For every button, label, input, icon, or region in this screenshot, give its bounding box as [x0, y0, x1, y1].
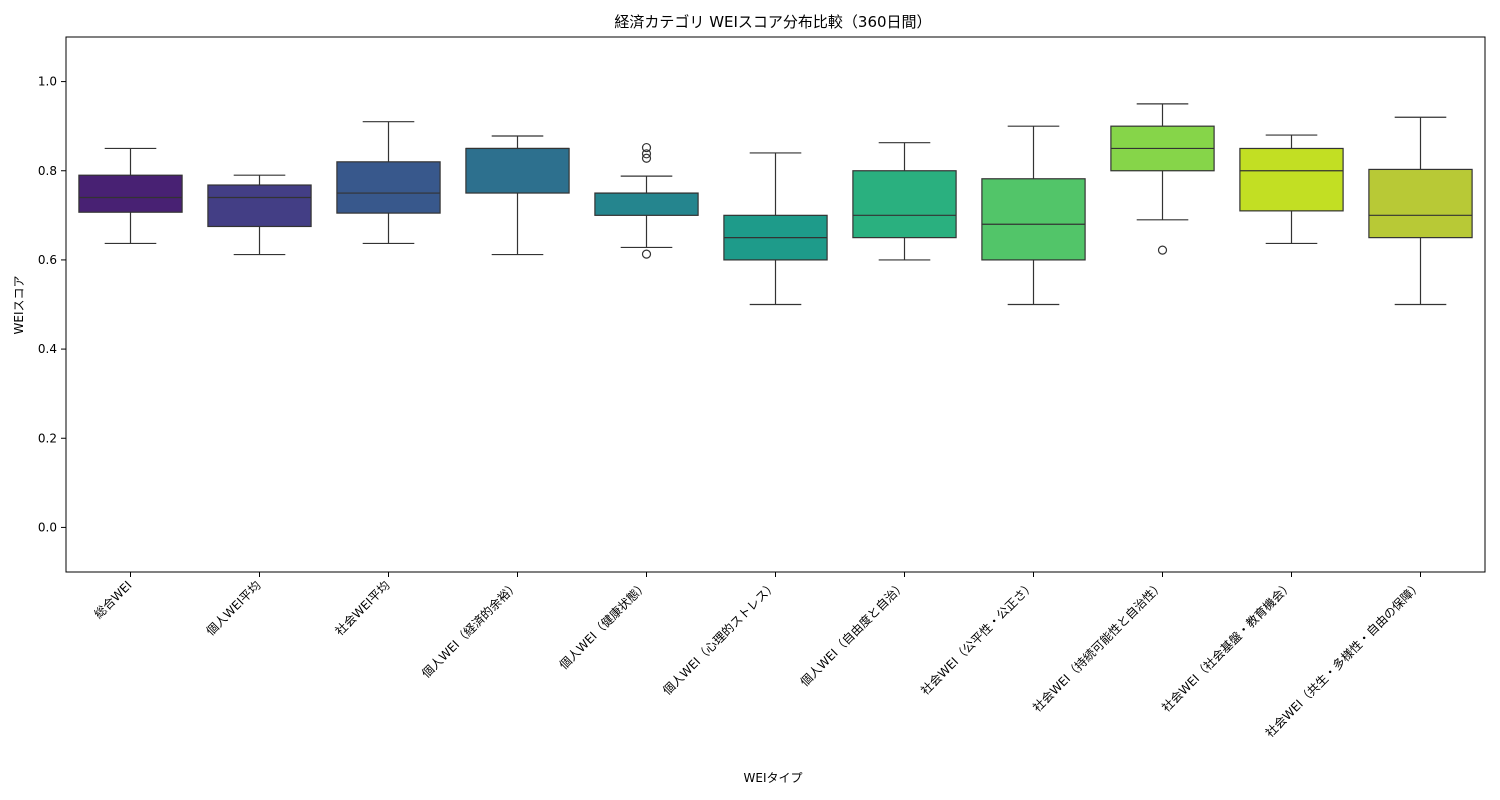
y-tick-label: 0.2	[38, 431, 57, 445]
x-tick-label: 社会WEI（公平性・公正さ）	[917, 578, 1037, 698]
x-tick-label: 個人WEI平均	[204, 578, 264, 638]
box	[207, 184, 312, 228]
y-tick-label: 0.0	[38, 520, 57, 534]
outlier-point	[641, 249, 652, 259]
chart-title: 経済カテゴリ WEIスコア分布比較（360日間）	[614, 13, 931, 31]
x-tick-label: 個人WEI（健康状態）	[556, 578, 651, 673]
x-tick-label: 社会WEI（社会基盤・教育機会）	[1158, 578, 1295, 715]
box	[1368, 168, 1473, 239]
box	[594, 192, 699, 216]
x-axis-label: WEIタイプ	[744, 771, 803, 785]
outlier-point	[641, 142, 652, 153]
box	[981, 178, 1086, 261]
y-tick-label: 1.0	[38, 75, 57, 89]
box	[336, 161, 441, 214]
y-tick-label: 0.6	[38, 253, 57, 267]
box	[78, 174, 183, 213]
outlier-point	[1157, 245, 1168, 255]
box	[1239, 147, 1344, 212]
y-tick-label: 0.8	[38, 164, 57, 178]
x-tick-label: 総合WEI	[91, 578, 135, 622]
x-tick-label: 社会WEI（持続可能性と自治性）	[1029, 578, 1166, 715]
x-tick-label: 個人WEI（自由度と自治）	[797, 578, 909, 690]
x-tick-label: 個人WEI（経済的余裕）	[418, 578, 521, 681]
y-tick-label: 0.4	[38, 342, 57, 356]
y-axis-label: WEIスコア	[12, 276, 26, 335]
box	[852, 170, 957, 239]
x-tick-label: 個人WEI（心理的ストレス）	[659, 578, 779, 698]
plot-frame	[65, 36, 1486, 573]
outlier-point	[641, 153, 652, 163]
x-tick-label: 社会WEI平均	[332, 578, 393, 639]
box	[465, 147, 570, 194]
x-tick-label: 社会WEI（共生・多様性・自由の保障）	[1262, 578, 1425, 741]
outlier-point	[641, 149, 652, 159]
